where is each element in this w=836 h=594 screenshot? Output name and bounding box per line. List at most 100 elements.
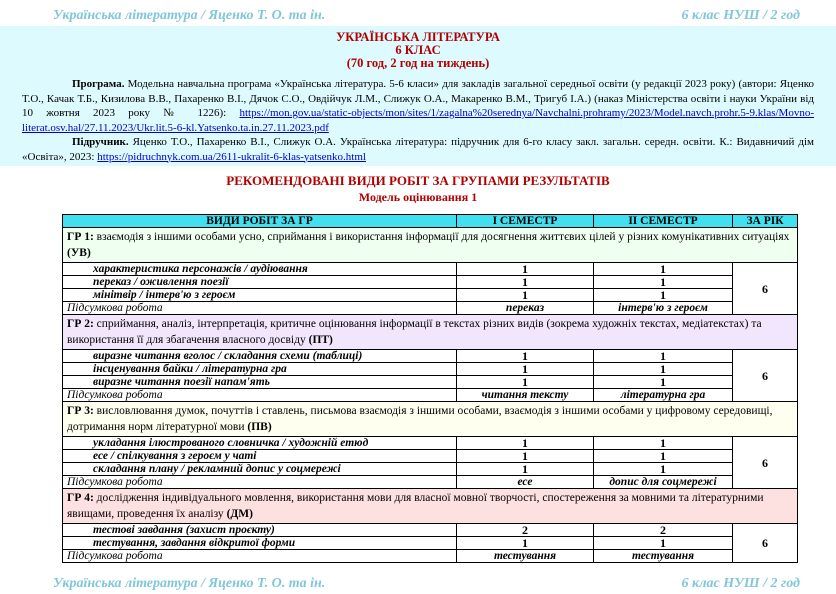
semester-2-count: 1 xyxy=(593,536,733,550)
running-footer-left: Українська література / Яценко Т. О. та … xyxy=(53,576,326,591)
textbook-label: Підручник. xyxy=(72,136,129,148)
semester-1-count: 1 xyxy=(456,449,594,463)
semester-1-count: 1 xyxy=(456,349,594,363)
summary-label: Підсумкова робота xyxy=(62,388,457,402)
doc-hours: (70 год, 2 год на тиждень) xyxy=(346,56,490,70)
table-row: складання плану / рекламний допис у соцм… xyxy=(62,462,798,476)
group-row: ГР 3: висловлювання думок, почуттів і ст… xyxy=(62,401,798,437)
work-type: виразне читання поезії напам'ять xyxy=(62,375,457,389)
summary-row: Підсумкова робота есе допис для соцмережі xyxy=(62,475,798,489)
summary-semester-1: тестування xyxy=(456,549,594,563)
document-header: УКРАЇНСЬКА ЛІТЕРАТУРА 6 КЛАС (70 год, 2 … xyxy=(0,26,836,166)
group-text: сприймання, аналіз, інтерпретація, крити… xyxy=(67,318,762,346)
work-type: мінітвір / інтерв'ю з героєм xyxy=(62,288,457,302)
work-type: тестування, завдання відкритої форми xyxy=(62,536,457,550)
table-row: мінітвір / інтерв'ю з героєм 1 1 xyxy=(62,288,798,302)
semester-1-count: 1 xyxy=(456,288,594,302)
section-subtitle: Модель оцінювання 1 xyxy=(358,190,478,204)
summary-semester-2: допис для соцмережі xyxy=(593,475,733,489)
semester-2-count: 1 xyxy=(593,462,733,476)
program-label: Програма. xyxy=(72,78,125,90)
summary-label: Підсумкова робота xyxy=(62,549,457,563)
col-header-semester-1: І СЕМЕСТР xyxy=(456,214,594,228)
semester-2-count: 1 xyxy=(593,449,733,463)
summary-semester-1: есе xyxy=(456,475,594,489)
section-title: РЕКОМЕНДОВАНІ ВИДИ РОБІТ ЗА ГРУПАМИ РЕЗУ… xyxy=(226,173,610,188)
work-type: складання плану / рекламний допис у соцм… xyxy=(62,462,457,476)
table-row: тестові завдання (захист проєкту) 2 2 6 xyxy=(62,523,798,563)
table-row: характеристика персонажів / аудіювання 1 1… xyxy=(62,262,798,315)
semester-2-count: 1 xyxy=(593,288,733,302)
summary-row: Підсумкова робота читання тексту літератур… xyxy=(62,388,798,402)
col-header-work-types: ВИДИ РОБІТ ЗА ГР xyxy=(62,214,457,228)
year-total: 6 xyxy=(732,523,798,563)
summary-label: Підсумкова робота xyxy=(62,475,457,489)
semester-1-count: 1 xyxy=(456,362,594,376)
running-footer-right: 6 клас НУШ / 2 год xyxy=(681,576,801,591)
work-type: характеристика персонажів / аудіювання xyxy=(62,262,457,276)
semester-2-count: 2 xyxy=(593,523,733,537)
semester-1-count: 1 xyxy=(456,462,594,476)
col-header-year: ЗА РІК xyxy=(732,214,798,228)
group-text: висловлювання думок, почуттів і ставлень… xyxy=(67,405,773,433)
semester-1-count: 1 xyxy=(456,375,594,389)
year-total: 6 xyxy=(732,262,798,315)
group-description: ГР 1: взаємодія з іншими особами усно, с… xyxy=(62,227,798,263)
summary-semester-2: тестування xyxy=(593,549,733,563)
group-description: ГР 2: сприймання, аналіз, інтерпретація,… xyxy=(62,314,798,350)
running-header-left: Українська література / Яценко Т. О. та … xyxy=(53,8,326,23)
textbook-text: Яценко Т.О., Пахаренко В.І., Слижук О.А.… xyxy=(22,136,814,163)
summary-semester-1: переказ xyxy=(456,301,594,315)
table-row: виразне читання поезії напам'ять 1 1 xyxy=(62,375,798,389)
summary-semester-1: читання тексту xyxy=(456,388,594,402)
running-header: Українська література / Яценко Т. О. та … xyxy=(0,4,836,26)
summary-semester-2: літературна гра xyxy=(593,388,733,402)
section-heading: РЕКОМЕНДОВАНІ ВИДИ РОБІТ ЗА ГРУПАМИ РЕЗУ… xyxy=(0,173,836,205)
group-row: ГР 2: сприймання, аналіз, інтерпретація,… xyxy=(62,314,798,350)
group-text: дослідження індивідуального мовлення, ви… xyxy=(67,492,764,520)
program-link[interactable]: https://mon.gov.ua/static-objects/mon/si… xyxy=(22,107,814,134)
work-type: тестові завдання (захист проєкту) xyxy=(62,523,457,537)
semester-1-count: 2 xyxy=(456,523,594,537)
doc-grade: 6 КЛАС xyxy=(395,43,441,57)
textbook-link[interactable]: https://pidruchnyk.com.ua/2611-ukralit-6… xyxy=(97,150,366,163)
group-description: ГР 4: дослідження індивідуального мовлен… xyxy=(62,488,798,524)
group-label: ГР 3: xyxy=(67,405,94,417)
group-text: взаємодія з іншими особами усно, сприйма… xyxy=(93,231,790,243)
doc-title: УКРАЇНСЬКА ЛІТЕРАТУРА xyxy=(336,30,500,44)
semester-1-count: 1 xyxy=(456,275,594,289)
work-type: есе / спілкування з героєм у чаті xyxy=(62,449,457,463)
semester-1-count: 1 xyxy=(456,436,594,450)
summary-label: Підсумкова робота xyxy=(62,301,457,315)
group-code: (ДМ) xyxy=(226,508,253,520)
group-label: ГР 2: xyxy=(67,318,94,330)
running-footer: Українська література / Яценко Т. О. та … xyxy=(0,572,836,594)
semester-2-count: 1 xyxy=(593,375,733,389)
work-types-table: ВИДИ РОБІТ ЗА ГР І СЕМЕСТР ІІ СЕМЕСТР ЗА… xyxy=(62,214,798,563)
group-code: (УВ) xyxy=(67,247,91,259)
work-type: виразне читання вголос / складання схеми… xyxy=(62,349,457,363)
table-row: виразне читання вголос / складання схеми… xyxy=(62,349,798,402)
running-header-right: 6 клас НУШ / 2 год xyxy=(681,8,801,23)
table-row: переказ / оживлення поезії 1 1 xyxy=(62,275,798,289)
group-row: ГР 4: дослідження індивідуального мовлен… xyxy=(62,488,798,524)
semester-2-count: 1 xyxy=(593,275,733,289)
summary-row: Підсумкова робота переказ інтерв'ю з героє… xyxy=(62,301,798,315)
summary-semester-2: інтерв'ю з героєм xyxy=(593,301,733,315)
group-description: ГР 3: висловлювання думок, почуттів і ст… xyxy=(62,401,798,437)
group-row: ГР 1: взаємодія з іншими особами усно, с… xyxy=(62,227,798,263)
group-code: (ПТ) xyxy=(308,334,333,346)
group-code: (ПВ) xyxy=(247,421,272,433)
work-type: укладання ілюстрованого словничка / худо… xyxy=(62,436,457,450)
textbook-paragraph: Підручник. Яценко Т.О., Пахаренко В.І., … xyxy=(22,135,814,164)
program-text: Модельна навчальна програма «Українська … xyxy=(22,78,814,119)
table-row: укладання ілюстрованого словничка / худо… xyxy=(62,436,798,489)
summary-row: Підсумкова робота тестування тестування xyxy=(62,549,798,563)
year-total: 6 xyxy=(732,436,798,489)
group-label: ГР 1: xyxy=(67,231,94,243)
table-row: інсценування байки / літературна гра 1 1 xyxy=(62,362,798,376)
group-label: ГР 4: xyxy=(67,492,94,504)
semester-2-count: 1 xyxy=(593,362,733,376)
table-row: есе / спілкування з героєм у чаті 1 1 xyxy=(62,449,798,463)
semester-1-count: 1 xyxy=(456,262,594,276)
